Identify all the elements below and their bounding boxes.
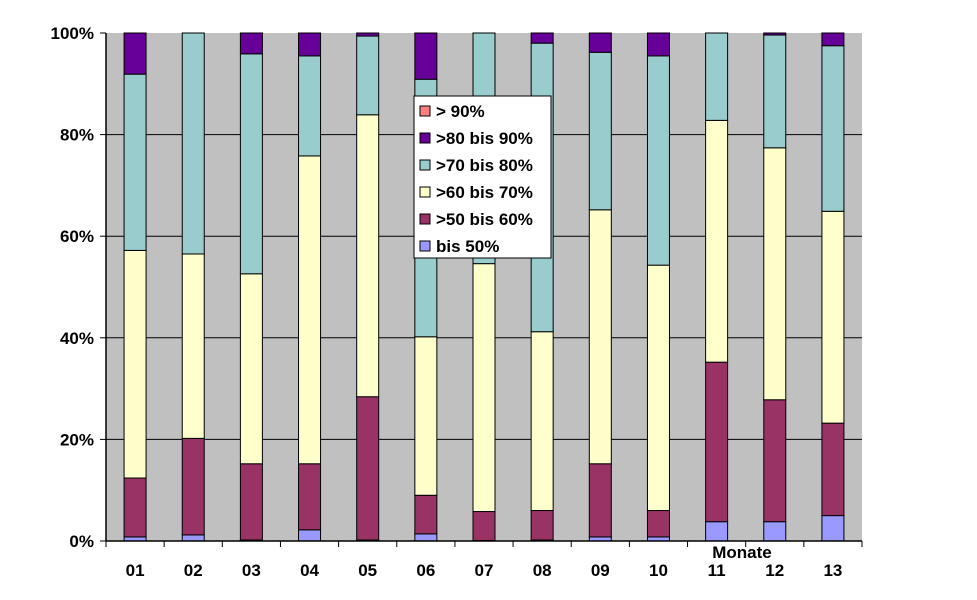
bar-segment — [705, 32, 729, 121]
bar-segment — [705, 521, 729, 542]
bar-segment — [123, 477, 147, 538]
bar-segment — [763, 32, 787, 36]
y-tick-label: 60% — [60, 227, 94, 246]
x-tick-label: 13 — [823, 561, 842, 580]
bar-segment — [763, 399, 787, 523]
bar-segment — [239, 273, 263, 465]
x-tick-label: 02 — [184, 561, 203, 580]
legend-label: >70 bis 80% — [436, 156, 533, 175]
legend-label: bis 50% — [436, 237, 499, 256]
y-tick-label: 20% — [60, 430, 94, 449]
legend-swatch — [419, 132, 431, 144]
legend-swatch — [419, 240, 431, 252]
x-tick-label: 06 — [416, 561, 435, 580]
bar-segment — [472, 263, 496, 513]
x-tick-label: 09 — [591, 561, 610, 580]
bar-segment — [123, 249, 147, 479]
bar-segment — [123, 73, 147, 251]
bar-segment — [414, 494, 438, 535]
bar-segment — [414, 533, 438, 542]
bar-segment — [821, 45, 845, 212]
x-tick-label: 04 — [300, 561, 319, 580]
x-tick-labels: 01 02 03 04 05 06 07 08 09 10 11 12 13 — [126, 561, 843, 580]
bars — [123, 32, 845, 542]
legend-box — [413, 95, 552, 259]
x-tick-label: 05 — [358, 561, 377, 580]
y-tick-label: 80% — [60, 126, 94, 145]
bar-segment — [705, 361, 729, 523]
bar-segment — [298, 529, 322, 542]
legend-swatch — [419, 213, 431, 225]
bar-segment — [239, 32, 263, 55]
legend-label: >80 bis 90% — [436, 129, 533, 148]
bar-segment — [588, 32, 612, 53]
bar-segment — [356, 396, 380, 541]
x-tick-label: 07 — [475, 561, 494, 580]
axes — [105, 33, 863, 547]
x-axis-title: Monate — [712, 543, 772, 562]
bar-segment — [763, 34, 787, 149]
y-tick-label: 0% — [69, 532, 94, 551]
bar-segment — [298, 155, 322, 465]
bar-segment — [821, 515, 845, 542]
legend-swatch — [419, 105, 431, 117]
legend-swatch — [419, 159, 431, 171]
bar-segment — [239, 53, 263, 275]
bar-segment — [356, 32, 380, 37]
bar-segment — [298, 463, 322, 531]
x-tick-label: 10 — [649, 561, 668, 580]
bar-segment — [588, 51, 612, 211]
bar-segment — [181, 253, 205, 439]
bar-segment — [821, 422, 845, 517]
bar-segment — [181, 534, 205, 542]
bar-segment — [298, 32, 322, 57]
legend-label: >50 bis 60% — [436, 210, 533, 229]
bar-segment — [646, 510, 670, 538]
y-tick-labels: 0% 20% 40% 60% 80% 100% — [51, 24, 94, 551]
bar-segment — [763, 521, 787, 542]
x-tick-label: 03 — [242, 561, 261, 580]
bar-segment — [356, 114, 380, 398]
x-tick-label: 01 — [126, 561, 145, 580]
x-tick-label: 11 — [708, 561, 726, 580]
x-tick-label: 12 — [765, 561, 784, 580]
bar-segment — [239, 463, 263, 541]
bar-segment — [821, 210, 845, 424]
legend: > 90% >80 bis 90% >70 bis 80% >60 bis 70% >5… — [413, 95, 552, 259]
bar-segment — [646, 32, 670, 57]
bar-segment — [472, 511, 496, 541]
bar-segment — [821, 32, 845, 47]
bar-segment — [646, 55, 670, 266]
bar-segment — [181, 32, 205, 255]
bar-segment — [530, 510, 554, 541]
bar-segment — [588, 209, 612, 465]
y-tick-label: 100% — [51, 24, 94, 43]
legend-label: >60 bis 70% — [436, 183, 533, 202]
bar-segment — [763, 147, 787, 401]
x-tick-label: 08 — [533, 561, 552, 580]
bar-segment — [530, 32, 554, 44]
bar-segment — [414, 336, 438, 496]
bar-segment — [705, 119, 729, 363]
bar-segment — [181, 437, 205, 536]
bar-segment — [298, 55, 322, 157]
legend-swatch — [419, 186, 431, 198]
bar-segment — [123, 32, 147, 75]
bar-segment — [356, 35, 380, 116]
bar-segment — [414, 32, 438, 80]
y-tick-label: 40% — [60, 329, 94, 348]
bar-segment — [646, 264, 670, 512]
bar-segment — [588, 463, 612, 538]
bar-segment — [530, 331, 554, 512]
legend-label: > 90% — [436, 102, 485, 121]
